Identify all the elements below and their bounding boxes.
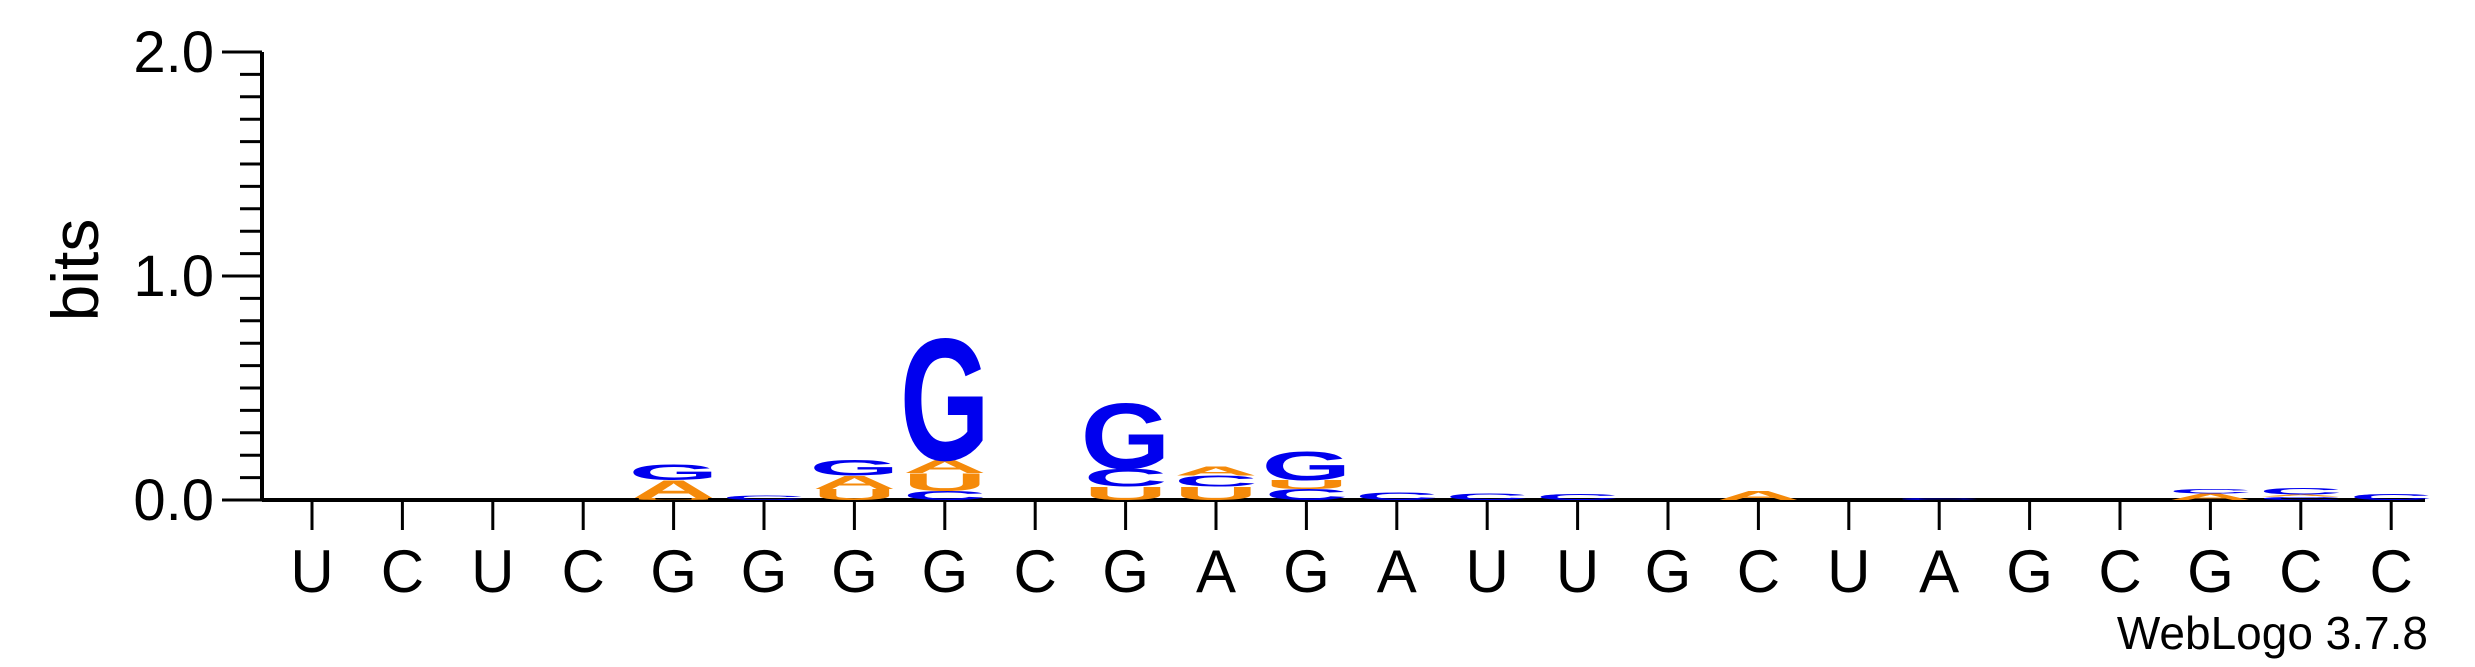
x-tick-label: G [1102,538,1149,605]
svg-text:C: C [1084,464,1167,492]
x-tick-label: A [1196,538,1236,605]
y-axis: 0.0 1.0 2.0 [133,20,264,533]
svg-text:U: U [632,497,715,500]
svg-text:U: U [903,468,986,496]
x-tick-label: U [290,538,333,605]
logo-letter: C [2169,488,2252,495]
svg-text:G: G [900,303,990,497]
svg-text:U: U [1174,483,1257,504]
svg-text:A: A [903,456,986,477]
x-tick-label: U [1827,538,1870,605]
x-tick-label: C [2370,538,2413,605]
x-tick-label: C [2279,538,2322,605]
logo-letter: A [2259,494,2342,497]
svg-text:A: A [1717,489,1800,503]
logo-letter: C [903,489,986,503]
logo-letter: A [2169,492,2252,502]
logo-letter: C [722,494,805,501]
svg-text:C: C [2259,496,2342,501]
x-tick-label: G [1645,538,1692,605]
x-tick-label: G [921,538,968,605]
svg-text:A: A [632,475,715,503]
logo-letter: C [2259,486,2342,496]
logo-letter: C [2259,496,2342,501]
svg-text:U: U [813,486,896,503]
logo-letter: G [1081,385,1171,489]
x-tick-label: G [1283,538,1330,605]
svg-text:A: A [2169,492,2252,502]
logo-letter: G [809,456,899,480]
x-tick-label: C [1737,538,1780,605]
svg-text:C: C [1265,486,1348,503]
svg-text:A: A [813,472,896,493]
y-tick-label: 1.0 [133,244,214,309]
svg-text:U: U [1084,483,1167,504]
logo-letter: A [1174,464,1257,478]
x-tick-label: C [2098,538,2141,605]
logo-letter: U [813,486,896,503]
logo-letter: G [629,460,719,484]
logo-letter: U [632,497,715,500]
x-tick-label: U [1466,538,1509,605]
logo-letter: C [1174,473,1257,490]
svg-text:C: C [903,489,986,503]
logo-letter: U [903,468,986,496]
y-tick-label: 2.0 [133,20,214,85]
svg-text:C: C [2169,488,2252,495]
x-tick-label: C [1014,538,1057,605]
svg-text:C: C [1174,473,1257,490]
svg-text:U: U [1265,478,1348,492]
svg-text:C: C [1897,497,1980,500]
y-axis-label: bits [38,219,112,322]
logo-letter: A [813,472,896,493]
x-tick-label: A [1919,538,1959,605]
y-tick-label: 0.0 [133,468,214,533]
logo-letter: A [903,456,986,477]
x-tick-label: G [650,538,697,605]
x-tick-label: U [1556,538,1599,605]
logo-letter: U [1084,483,1167,504]
svg-text:G: G [629,460,719,484]
logo-letter: C [1445,492,1528,502]
logo-letter: A [1717,489,1800,503]
logo-letter: U [1265,478,1348,492]
x-tick-label: G [2006,538,2053,605]
x-tick-label: G [831,538,878,605]
logo-letter: U [1174,483,1257,504]
x-tick-label: G [741,538,788,605]
logo-letter: G [900,303,990,497]
svg-text:G: G [1081,385,1171,489]
logo-letter: C [1355,490,1438,502]
x-tick-label: C [562,538,605,605]
svg-text:C: C [2259,486,2342,496]
x-tick-label: G [2187,538,2234,605]
svg-text:G: G [809,456,899,480]
logo-letter: A [632,475,715,503]
weblogo-credit: WebLogo 3.7.8 [2117,607,2428,659]
svg-text:C: C [2349,493,2432,502]
logo-letter: C [1084,464,1167,492]
svg-text:C: C [1355,490,1438,502]
x-tick-label: C [381,538,424,605]
x-tick-label: A [1377,538,1417,605]
svg-text:A: A [1174,464,1257,478]
x-tick-label: U [471,538,514,605]
logo-letter: G [1261,444,1351,489]
logo-letter: C [1897,497,1980,500]
logo-letter: C [1265,486,1348,503]
logo-letter: C [1536,493,1619,502]
svg-text:C: C [1536,493,1619,502]
logo-letter: C [2349,493,2432,502]
svg-text:C: C [1445,492,1528,502]
svg-text:A: A [2259,494,2342,497]
svg-text:G: G [1261,444,1351,489]
svg-text:C: C [722,494,805,501]
